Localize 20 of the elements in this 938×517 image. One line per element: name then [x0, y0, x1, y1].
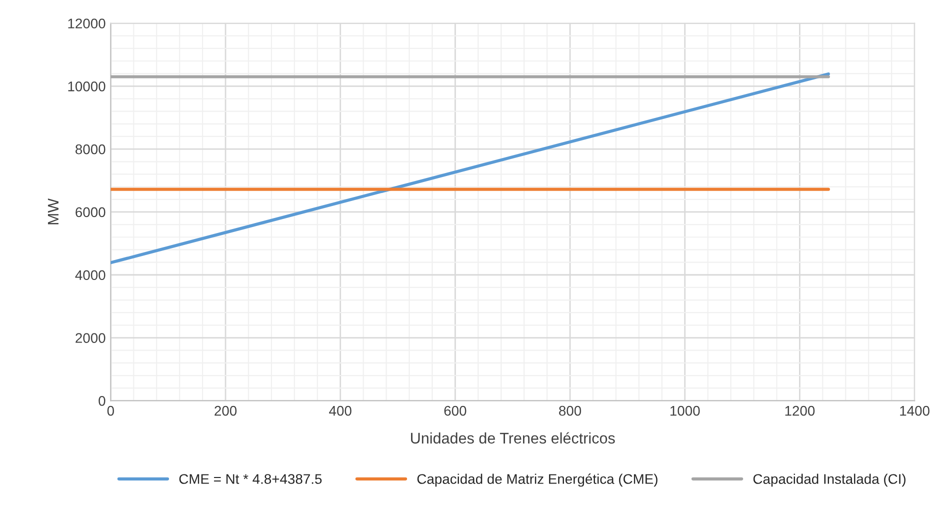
legend-label: CME = Nt * 4.8+4387.5 — [179, 474, 322, 484]
x-tick-label: 1200 — [785, 406, 815, 416]
legend-label: Capacidad de Matriz Energética (CME) — [417, 474, 658, 487]
x-tick-label: 200 — [214, 406, 237, 416]
y-tick-label: 12000 — [68, 18, 106, 28]
y-tick-label: 10000 — [68, 82, 106, 92]
x-tick-label: 1000 — [670, 406, 700, 416]
x-tick-label: 1400 — [900, 406, 930, 416]
y-tick-label: 6000 — [76, 207, 106, 218]
y-tick-label: 4000 — [75, 270, 106, 280]
y-tick-label: 2000 — [76, 333, 106, 343]
y-tick-label: 0 — [98, 396, 106, 406]
x-tick-label: 0 — [107, 406, 114, 416]
y-axis-title: MW — [48, 198, 58, 224]
x-tick-label: 800 — [559, 406, 582, 416]
x-tick-label: 400 — [329, 406, 352, 416]
x-axis-title: Unidades de Trenes eléctricos — [411, 432, 615, 444]
legend-label: Capacidad Instalada (CI) — [753, 474, 906, 487]
y-tick-label: 8000 — [76, 144, 106, 154]
x-tick-label: 600 — [444, 406, 466, 416]
